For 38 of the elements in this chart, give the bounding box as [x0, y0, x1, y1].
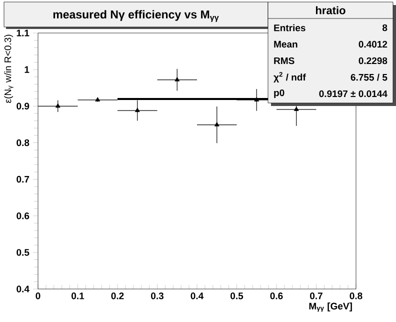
annotation: Mean	[274, 40, 298, 48]
point	[134, 108, 140, 112]
text: 0.2298	[358, 57, 388, 64]
y-tick-label: 0.6	[16, 212, 30, 220]
y-tick-label: 0.8	[16, 139, 30, 146]
y-tick-label: 0.5	[16, 249, 30, 256]
text: 0.4012	[358, 40, 388, 48]
y-tick-label: 1.1	[16, 30, 30, 36]
text: Entries	[274, 24, 306, 32]
chart-title: measured Nγ efficiency vs M$_{γγ}$	[53, 10, 219, 22]
x-tick-label: 0.6	[270, 292, 283, 300]
annotation: 6.755 / 5	[350, 74, 388, 81]
y-tick-label: 1	[24, 66, 30, 73]
x-tick-label: 0.5	[230, 292, 244, 300]
y-tick-label: 0.7	[16, 176, 30, 183]
point	[214, 122, 220, 126]
y-tick-label: 0.9	[16, 102, 30, 110]
text: 8	[382, 24, 388, 32]
x-tick-label: 0.4	[190, 292, 204, 300]
text: hratio	[316, 6, 346, 14]
annotation: 0.9197 ± 0.0144	[319, 90, 388, 98]
x-tick-label: 0.8	[350, 292, 362, 300]
y-tick-label: 0.4	[16, 286, 30, 292]
x-tick-label: 0.2	[111, 292, 124, 300]
point	[55, 103, 60, 108]
y-axis-title: ε(N$_{γ}$ w/in R<0.3)	[4, 34, 14, 103]
x-tick-label: 0	[36, 292, 40, 300]
point	[174, 77, 180, 82]
point	[254, 97, 260, 102]
x-tick-label: 0.3	[151, 292, 164, 300]
x-tick-label: 0.7	[310, 292, 322, 300]
annotation: p0	[274, 89, 284, 98]
x-axis-title: M$_{γγ}$ [GeV]	[309, 302, 352, 312]
x-tick-label: 0.1	[72, 292, 84, 300]
point	[95, 97, 100, 102]
annotation: RMS	[274, 57, 294, 64]
point	[294, 106, 299, 111]
annotation: χ$^{2}$ / ndf	[274, 72, 306, 82]
